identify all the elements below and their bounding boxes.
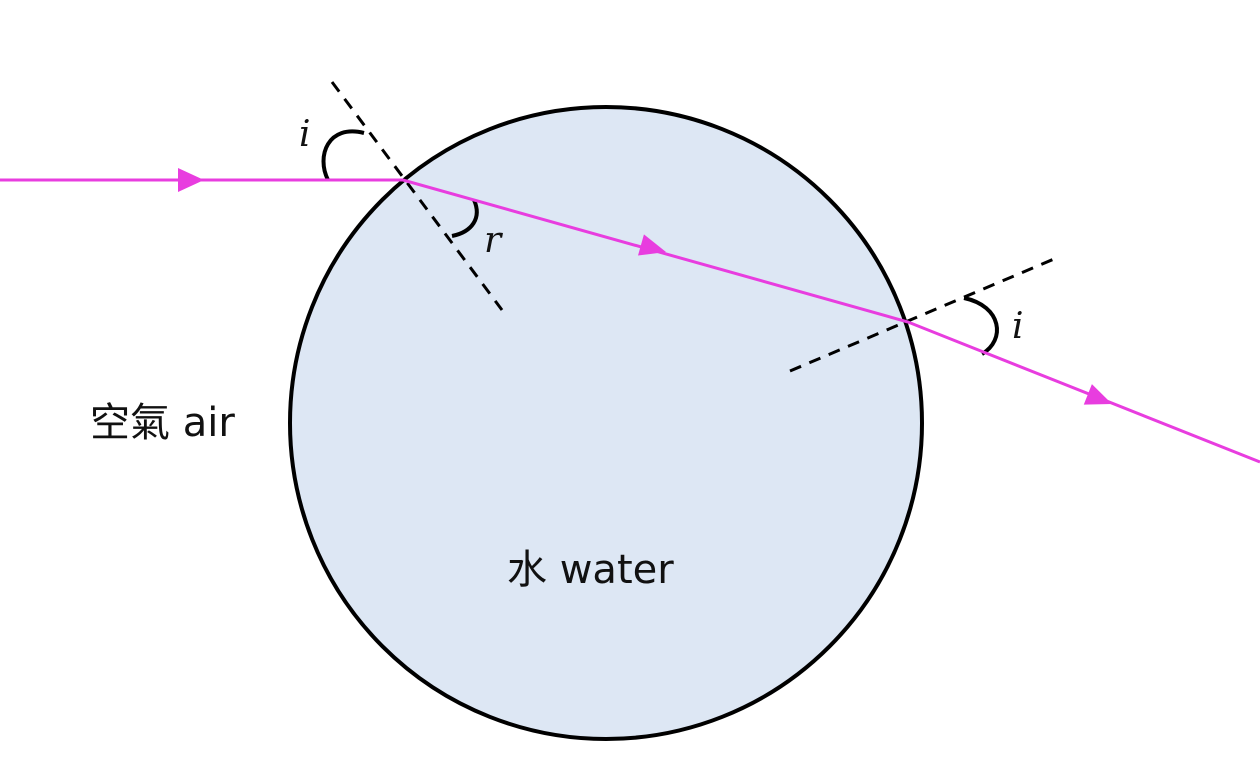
exit-normal-line [789, 257, 1055, 373]
emergence-angle-label: i [1012, 306, 1024, 347]
entry-normal-line [330, 81, 504, 311]
incidence-angle-arc [321, 129, 365, 181]
refraction-angle-arc [451, 199, 479, 238]
air-label: 空氣 air [90, 400, 235, 446]
emergent-ray-arrowhead [1083, 384, 1112, 405]
refraction-angle-label: r [484, 220, 503, 261]
water-label: 水 water [507, 547, 674, 593]
emergence-angle-arc [963, 296, 999, 356]
water-droplet [288, 105, 924, 741]
refracted-ray-arrowhead [637, 234, 666, 256]
incidence-angle-label: i [299, 114, 311, 155]
incident-ray-arrowhead [178, 168, 204, 192]
